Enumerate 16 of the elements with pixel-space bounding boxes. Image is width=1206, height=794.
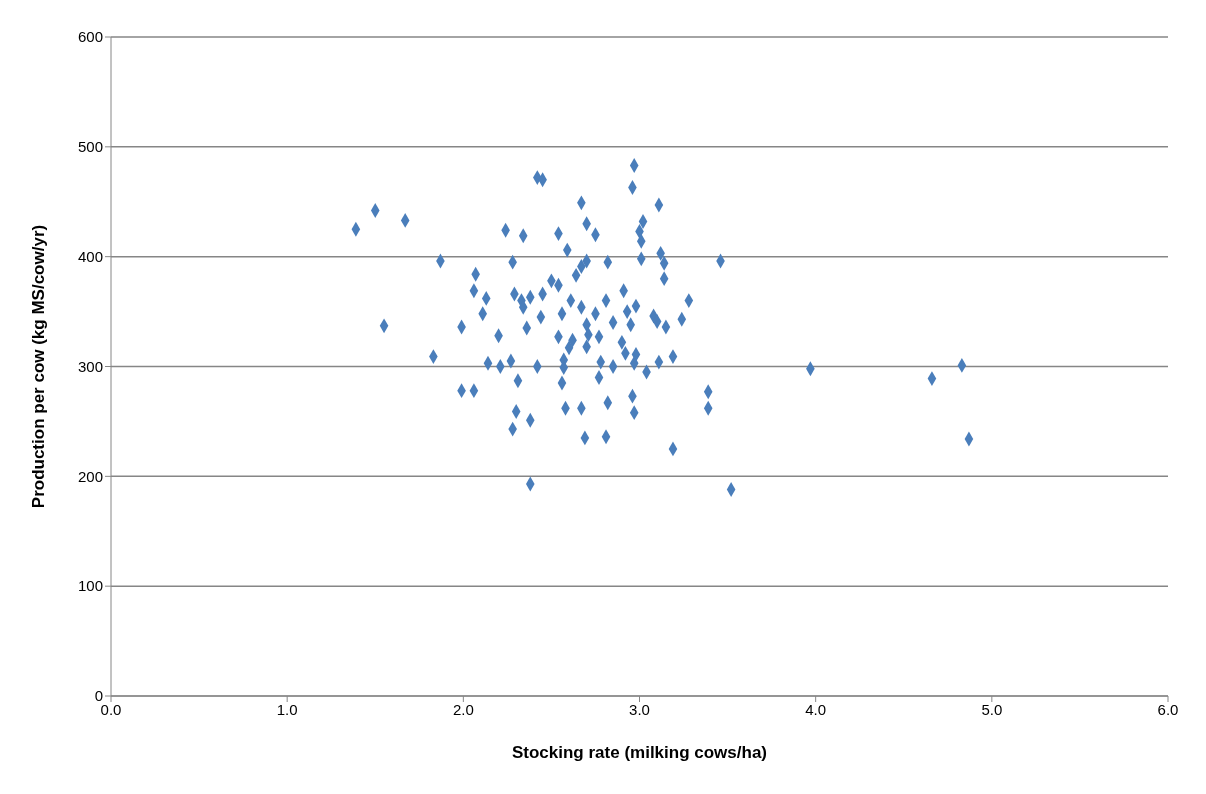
x-tick-label: 0.0: [100, 700, 122, 718]
y-tick-label: 600: [77, 28, 103, 46]
x-tick-label: 6.0: [1157, 700, 1179, 718]
x-axis-title: Stocking rate (milking cows/ha): [511, 743, 768, 762]
x-tick-label: 3.0: [629, 700, 650, 718]
y-tick-label: 0: [94, 687, 103, 705]
x-tick-label: 4.0: [805, 700, 827, 718]
x-tick-label: 1.0: [276, 700, 298, 718]
y-tick-label: 100: [77, 577, 103, 595]
y-tick-label: 500: [77, 138, 103, 156]
y-tick-label: 300: [77, 357, 103, 375]
x-tick-label: 5.0: [981, 700, 1003, 718]
y-axis-title: Production per cow (kg MS/cow/yr): [29, 224, 49, 509]
y-tick-label: 200: [77, 467, 103, 485]
y-tick-label: 400: [77, 247, 103, 265]
x-tick-label: 2.0: [452, 700, 474, 718]
